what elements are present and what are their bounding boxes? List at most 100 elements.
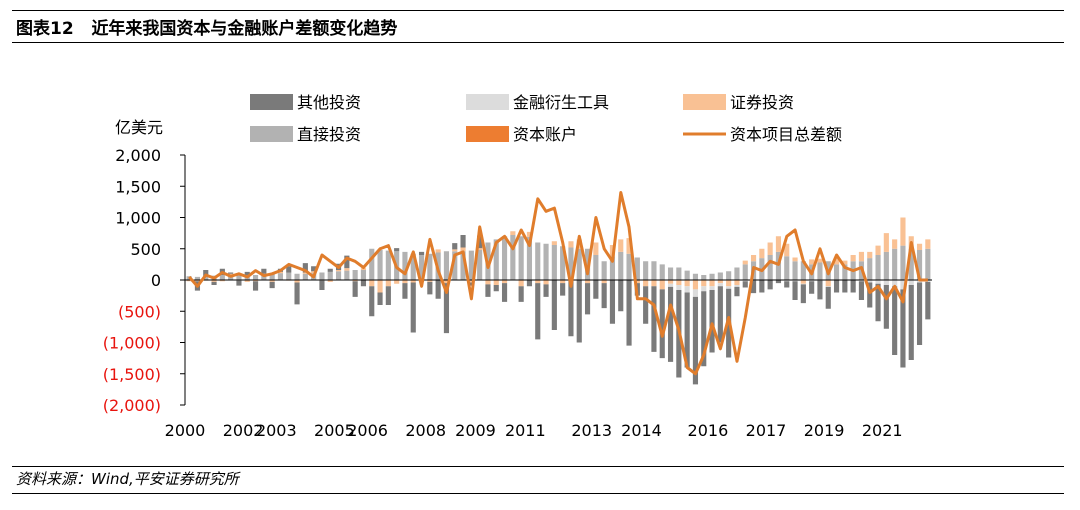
legend-swatch — [466, 126, 509, 142]
bar-segment — [767, 280, 773, 290]
bar-segment — [219, 280, 225, 282]
legend-swatch — [683, 94, 726, 110]
legend-swatch — [250, 94, 293, 110]
bar-segment — [726, 271, 732, 280]
bar-segment — [651, 280, 657, 287]
bar-segment — [900, 217, 906, 246]
bar-segment — [892, 239, 898, 249]
bar-segment — [510, 235, 516, 280]
bar-segment — [518, 280, 524, 287]
bar-segment — [385, 250, 391, 280]
bar-segment — [219, 275, 225, 280]
bar-segment — [186, 280, 192, 282]
bar-segment — [626, 253, 632, 280]
x-tick-label: 2011 — [505, 421, 546, 440]
bar-segment — [676, 280, 682, 285]
bar-segment — [360, 280, 367, 287]
x-tick-label: 2000 — [165, 421, 206, 440]
legend-label: 金融衍生工具 — [513, 93, 609, 112]
bar-segment — [908, 285, 914, 360]
source-note: 资料来源：Wind,平安证券研究所 — [16, 470, 239, 488]
bar-segment — [643, 286, 649, 324]
bar-segment — [427, 280, 433, 282]
legend-label: 其他投资 — [297, 93, 361, 112]
bar-segment — [344, 268, 350, 271]
bar-segment — [319, 280, 325, 290]
bar-segment — [784, 256, 790, 280]
bar-segment — [809, 259, 815, 265]
bar-segment — [477, 248, 483, 250]
bar-segment — [634, 280, 640, 284]
bar-segment — [477, 250, 483, 280]
bar-segment — [244, 280, 250, 282]
title-rule — [12, 42, 1064, 43]
bar-segment — [809, 280, 815, 282]
bar-segment — [236, 275, 242, 280]
bar-segment — [551, 241, 557, 245]
bar-segment — [477, 235, 483, 249]
bar-segment — [203, 276, 209, 280]
bar-segment — [252, 275, 259, 280]
bar-segment — [302, 263, 308, 273]
bar-segment — [643, 280, 649, 287]
bar-segment — [900, 245, 906, 280]
bar-segment — [900, 280, 906, 290]
bar-segment — [883, 280, 889, 285]
bar-segment — [452, 251, 458, 280]
x-tick-label: 2006 — [347, 421, 388, 440]
bar-segment — [410, 253, 416, 280]
bar-segment — [651, 286, 657, 352]
bar-segment — [858, 280, 865, 282]
bar-segment — [593, 242, 599, 255]
bar-segment — [775, 251, 782, 280]
bar-segment — [568, 241, 574, 248]
bar-segment — [883, 233, 889, 252]
bar-segment — [526, 236, 533, 280]
bar-segment — [875, 283, 881, 322]
bar-segment — [377, 280, 383, 293]
bar-segment — [443, 280, 450, 284]
bar-segment — [800, 261, 806, 280]
bar-segment — [892, 248, 898, 280]
bar-segment — [842, 280, 848, 293]
bar-segment — [692, 280, 699, 290]
bar-segment — [402, 280, 408, 284]
bar-segment — [327, 280, 333, 282]
y-tick-label: 1,000 — [115, 209, 161, 228]
bar-segment — [526, 231, 533, 237]
x-tick-label: 2008 — [405, 421, 446, 440]
bar-segment — [535, 283, 541, 340]
x-tick-label: 2002 — [223, 421, 264, 440]
figure-title: 图表12 近年来我国资本与金融账户差额变化趋势 — [16, 14, 397, 39]
bar-segment — [535, 242, 541, 280]
x-tick-label: 2014 — [621, 421, 662, 440]
bar-segment — [501, 236, 508, 280]
bar-segment — [825, 286, 831, 309]
bar-segment — [418, 255, 425, 280]
bar-segment — [833, 280, 840, 293]
bar-segment — [892, 286, 898, 355]
bar-segment — [236, 280, 242, 286]
bar-segment — [792, 261, 798, 280]
bar-segment — [825, 286, 831, 287]
legend-label: 资本账户 — [513, 125, 577, 144]
bar-segment — [659, 280, 665, 290]
bar-segment — [543, 280, 549, 285]
bar-segment — [302, 273, 308, 280]
x-tick-label: 2019 — [804, 421, 845, 440]
bar-segment — [717, 286, 723, 343]
bar-segment — [809, 281, 815, 294]
bar-segment — [501, 280, 508, 284]
bar-segment — [560, 280, 566, 284]
bar-segment — [659, 289, 665, 359]
bar-segment — [867, 280, 873, 283]
bar-segment — [618, 280, 624, 312]
bar-segment — [568, 247, 574, 280]
bar-segment — [452, 243, 458, 250]
bar-segment — [701, 291, 707, 367]
bar-segment — [717, 272, 723, 280]
bar-segment — [850, 280, 856, 293]
bar-segment — [709, 290, 715, 353]
bar-segment — [651, 261, 657, 280]
bar-segment — [759, 248, 765, 259]
